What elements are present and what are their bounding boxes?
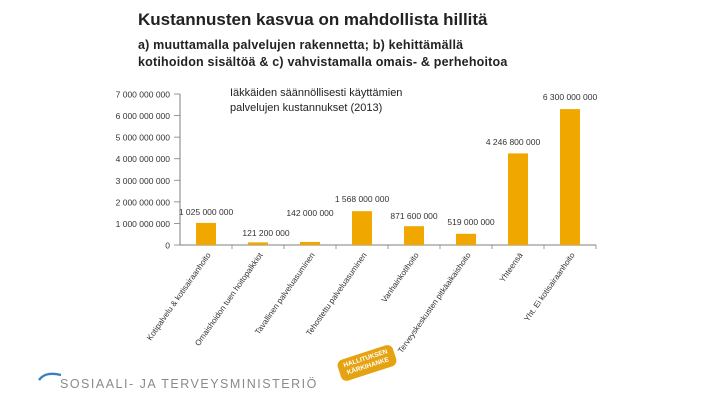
bar bbox=[508, 153, 528, 245]
y-tick-label: 0 bbox=[165, 241, 170, 251]
bar-value-label: 6 300 000 000 bbox=[543, 92, 598, 102]
ministry-logo-icon bbox=[38, 372, 62, 381]
ministry-name: SOSIAALI- JA TERVEYSMINISTERIÖ bbox=[60, 377, 318, 391]
subtitle-line-1: a) muuttamalla palvelujen rakennetta; b)… bbox=[138, 38, 464, 52]
subtitle-line-2: kotihoidon sisältöä & c) vahvistamalla o… bbox=[138, 55, 508, 69]
x-category-label: Tehostettu palveluasuminen bbox=[304, 251, 368, 337]
bar bbox=[300, 241, 320, 245]
bar bbox=[196, 222, 216, 245]
chart-title-line-1: Iäkkäiden säännöllisesti käyttämien bbox=[230, 87, 402, 99]
y-tick-label: 3 000 000 000 bbox=[116, 176, 171, 186]
bar-value-label: 4 246 800 000 bbox=[486, 137, 541, 147]
bar-value-label: 121 200 000 bbox=[242, 228, 290, 238]
x-category-label: Yht. Ei kotisairaanhoito bbox=[522, 251, 577, 324]
y-tick-label: 5 000 000 000 bbox=[116, 133, 171, 143]
x-category-label: Vanhainkotihoito bbox=[380, 251, 421, 305]
x-category-label: Yhteensä bbox=[498, 251, 525, 284]
bar bbox=[560, 109, 580, 245]
y-tick-label: 7 000 000 000 bbox=[116, 90, 171, 100]
bar bbox=[456, 233, 476, 245]
bar-value-label: 1 568 000 000 bbox=[335, 194, 390, 204]
bar-value-label: 871 600 000 bbox=[390, 211, 438, 221]
bar-value-label: 519 000 000 bbox=[447, 217, 495, 227]
chart-title-line-2: palvelujen kustannukset (2013) bbox=[230, 102, 382, 114]
x-category-label: Tavallinen palveluasuminen bbox=[253, 251, 316, 336]
y-tick-label: 6 000 000 000 bbox=[116, 111, 171, 121]
bar-value-label: 1 025 000 000 bbox=[179, 207, 234, 217]
bar-value-label: 142 000 000 bbox=[286, 208, 334, 218]
y-tick-label: 2 000 000 000 bbox=[116, 197, 171, 207]
y-tick-label: 4 000 000 000 bbox=[116, 154, 171, 164]
bar bbox=[248, 242, 268, 245]
y-tick-label: 1 000 000 000 bbox=[116, 219, 171, 229]
bar bbox=[352, 211, 372, 245]
page-subtitle: a) muuttamalla palvelujen rakennetta; b)… bbox=[138, 37, 578, 71]
bar bbox=[404, 226, 424, 245]
page-title: Kustannusten kasvua on mahdollista hilli… bbox=[138, 10, 488, 29]
